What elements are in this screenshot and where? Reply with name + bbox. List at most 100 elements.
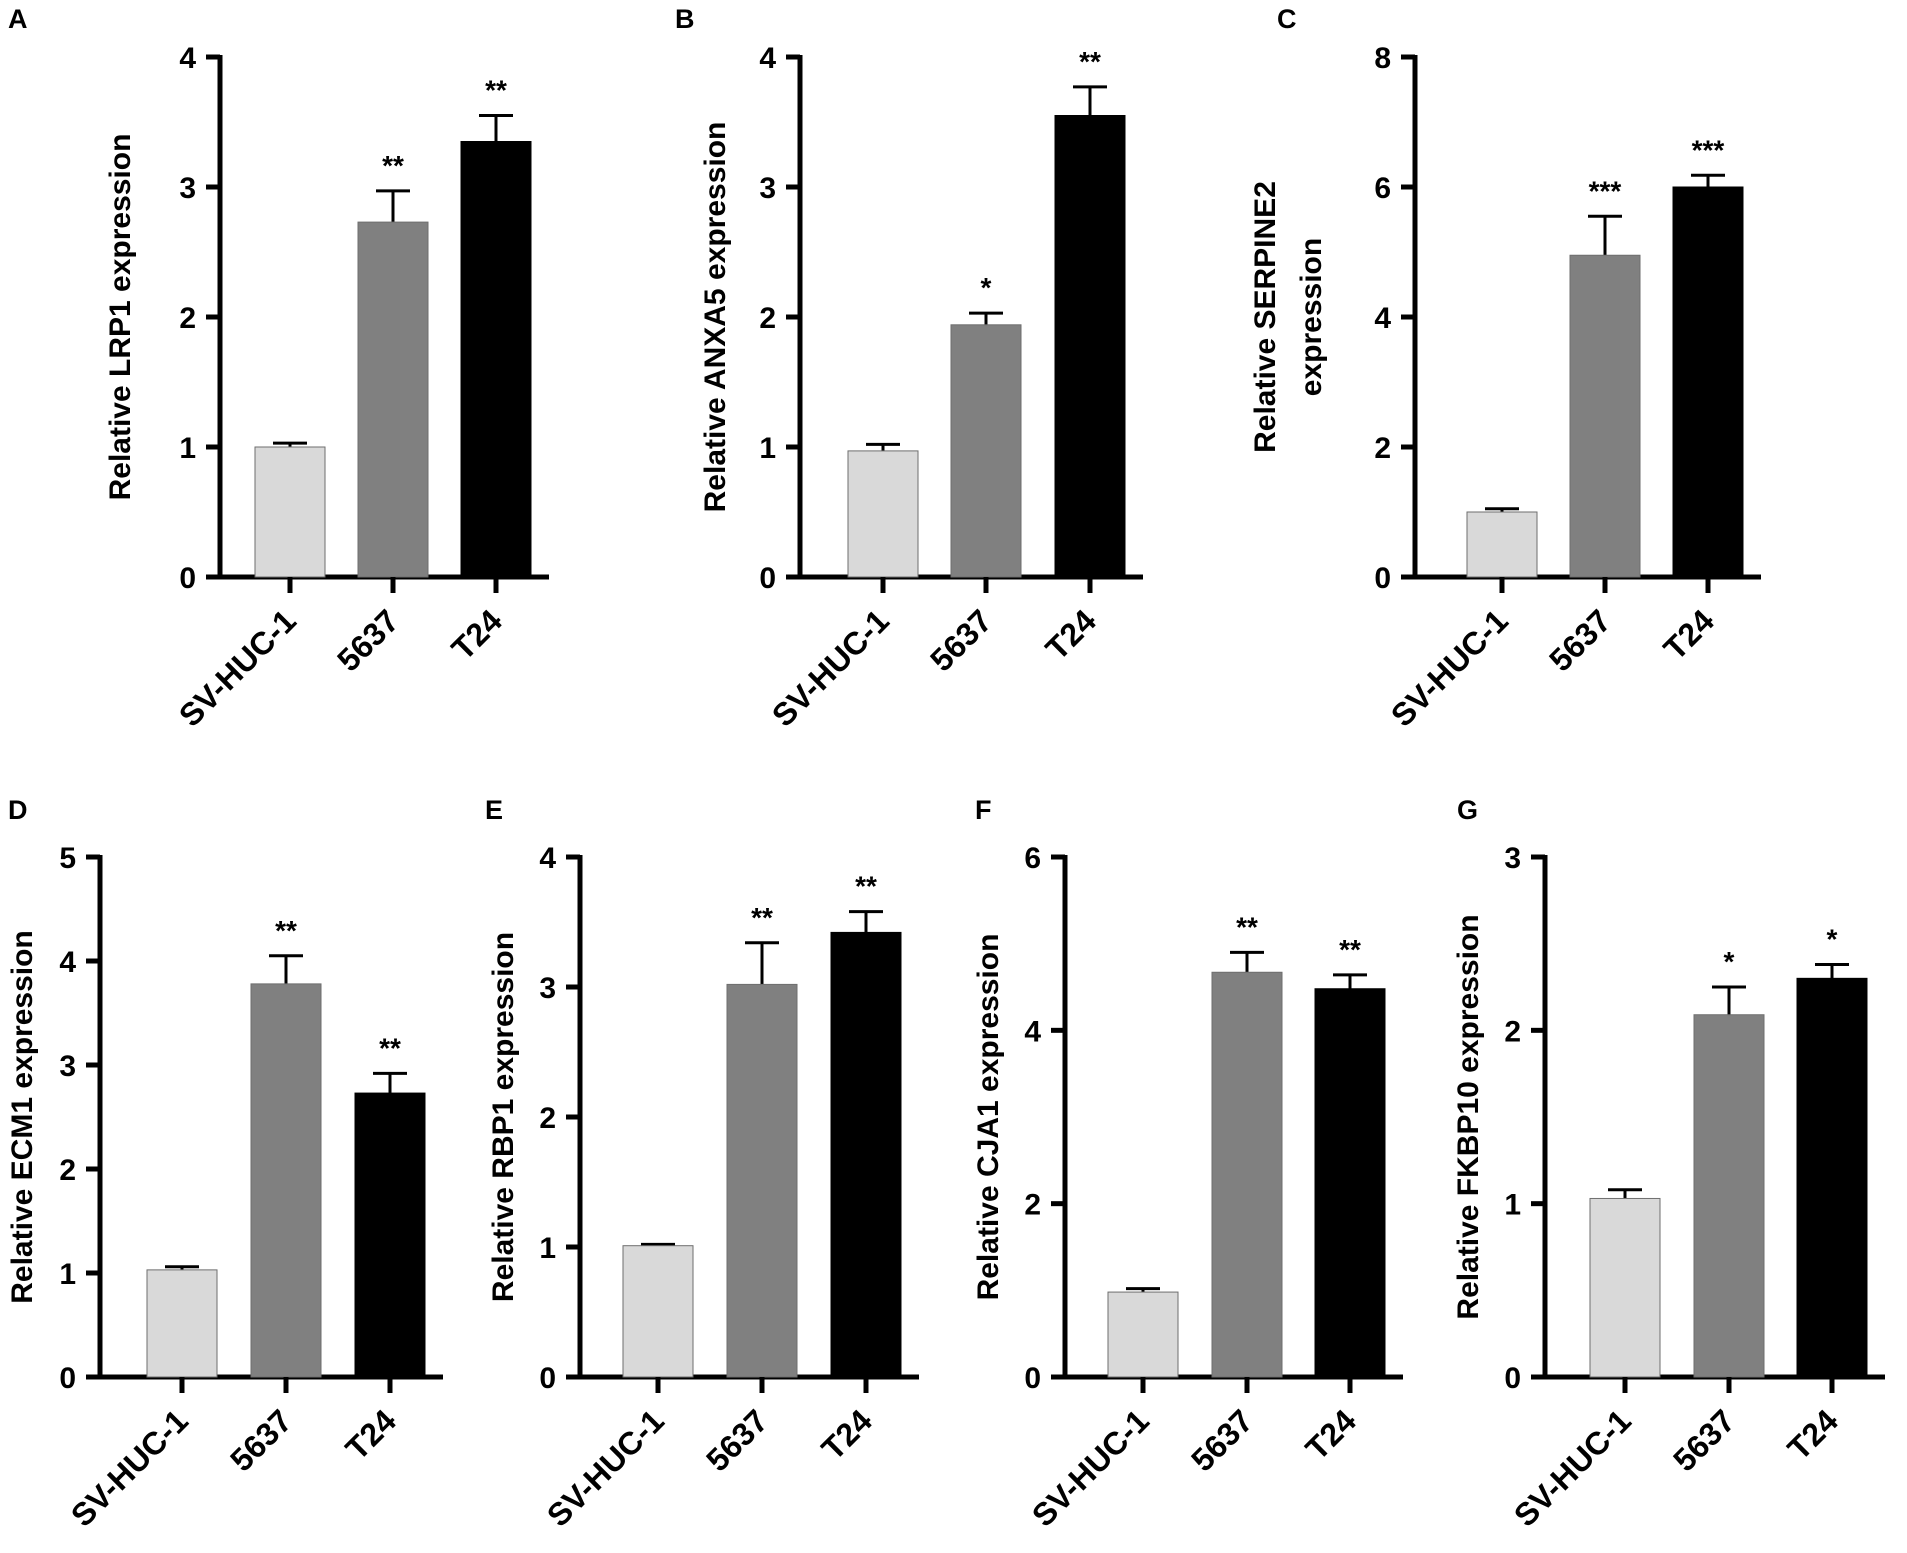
panel-g-bar-sv-huc-1	[1589, 1197, 1661, 1378]
panel-g-category-label-sv-huc-1: SV-HUC-1	[1507, 1402, 1638, 1533]
panel-e-letter: E	[485, 795, 503, 825]
panel-b-y-tick-label-3: 3	[759, 172, 776, 205]
panel-b-y-tick-label-0: 0	[759, 562, 776, 595]
panel-c-y-tick-label-2: 2	[1374, 432, 1391, 465]
panel-c-y-tick-label-0: 0	[1374, 562, 1391, 595]
panel-e-bar-sv-huc-1	[622, 1245, 694, 1378]
panel-a-significance-5637: **	[382, 150, 404, 181]
panel-e-significance-t24: **	[855, 871, 877, 902]
panel-g-y-tick-label-3: 3	[1504, 842, 1521, 875]
panel-g-bar-5637	[1693, 1014, 1765, 1378]
panel-d-category-label-sv-huc-1: SV-HUC-1	[64, 1402, 195, 1533]
panel-a-y-tick-label-2: 2	[179, 302, 196, 335]
panel-c-significance-5637: ***	[1589, 175, 1622, 206]
panel-c-category-label-t24: T24	[1657, 602, 1722, 667]
panel-b-significance-t24: **	[1079, 46, 1101, 77]
panel-f-bar-sv-huc-1	[1107, 1291, 1179, 1378]
panel-c-bar-t24	[1672, 186, 1744, 578]
panel-e-bar-t24	[830, 931, 902, 1378]
panel-a-y-axis-title: Relative LRP1 expression	[104, 134, 137, 501]
panel-g-category-label-5637: 5637	[1666, 1402, 1742, 1478]
panel-a-y-tick-label-1: 1	[179, 432, 196, 465]
panel-c-y-tick-label-6: 6	[1374, 172, 1391, 205]
panel-e-y-tick-label-2: 2	[539, 1102, 556, 1135]
panel-d-bar-sv-huc-1	[146, 1269, 218, 1378]
panel-b-letter: B	[675, 4, 695, 34]
panel-b-y-tick-label-1: 1	[759, 432, 776, 465]
panel-f-y-tick-label-2: 2	[1024, 1189, 1041, 1222]
panel-b-bar-5637	[950, 324, 1022, 578]
panel-e-category-label-sv-huc-1: SV-HUC-1	[540, 1402, 671, 1533]
panel-f-significance-5637: **	[1236, 911, 1258, 942]
panel-f-y-tick-label-4: 4	[1024, 1015, 1041, 1048]
panel-c-y-axis-title: Relative SERPINE2 expression	[1249, 181, 1328, 453]
panel-e-y-tick-label-3: 3	[539, 972, 556, 1005]
panel-d-y-tick-label-1: 1	[59, 1258, 76, 1291]
panel-c-y-tick-label-4: 4	[1374, 302, 1391, 335]
panel-f-category-label-sv-huc-1: SV-HUC-1	[1025, 1402, 1156, 1533]
panel-a-bar-5637	[357, 221, 429, 578]
panel-b-y-axis-title: Relative ANXA5 expression	[699, 122, 732, 513]
panel-c-category-label-5637: 5637	[1542, 602, 1618, 678]
panel-b-y-tick-label-4: 4	[759, 42, 776, 75]
panel-a-category-label-t24: T24	[445, 602, 510, 667]
panel-g-bar-t24	[1796, 977, 1868, 1378]
panel-d-y-axis-title: Relative ECM1 expression	[6, 930, 39, 1304]
panel-a-significance-t24: **	[485, 75, 507, 106]
panel-c-bar-5637	[1569, 254, 1641, 578]
panel-c-y-axis-title-line-1: Relative SERPINE2	[1249, 181, 1282, 453]
panel-g-significance-5637: *	[1724, 946, 1735, 977]
panel-e-y-tick-label-0: 0	[539, 1362, 556, 1395]
panel-d-significance-5637: **	[275, 915, 297, 946]
panel-g-y-tick-label-0: 0	[1504, 1362, 1521, 1395]
panel-a-y-tick-label-4: 4	[179, 42, 196, 75]
panel-c-significance-t24: ***	[1692, 134, 1725, 165]
panel-b-category-label-t24: T24	[1039, 602, 1104, 667]
panel-g-category-label-t24: T24	[1781, 1402, 1846, 1467]
panel-g-significance-t24: *	[1827, 923, 1838, 954]
panel-b-bar-t24	[1054, 115, 1126, 578]
panel-a-y-tick-label-0: 0	[179, 562, 196, 595]
panel-d-y-tick-label-2: 2	[59, 1154, 76, 1187]
panel-g-y-tick-label-2: 2	[1504, 1015, 1521, 1048]
panel-b-category-label-sv-huc-1: SV-HUC-1	[765, 602, 896, 733]
panel-a-category-label-sv-huc-1: SV-HUC-1	[172, 602, 303, 733]
panel-f-y-axis-title: Relative CJA1 expression	[972, 934, 1005, 1301]
panel-c-category-label-sv-huc-1: SV-HUC-1	[1384, 602, 1515, 733]
panel-d-y-tick-label-4: 4	[59, 946, 76, 979]
panel-b-significance-5637: *	[981, 272, 992, 303]
panel-c-y-tick-label-8: 8	[1374, 42, 1391, 75]
panel-e-bar-5637	[726, 983, 798, 1378]
panel-d-significance-t24: **	[379, 1032, 401, 1063]
panel-f-category-label-5637: 5637	[1184, 1402, 1260, 1478]
panel-f-category-label-t24: T24	[1299, 1402, 1364, 1467]
panel-a-y-tick-label-3: 3	[179, 172, 196, 205]
panel-e-y-tick-label-4: 4	[539, 842, 556, 875]
panel-b-y-tick-label-2: 2	[759, 302, 776, 335]
panel-d-category-label-5637: 5637	[223, 1402, 299, 1478]
panel-a-letter: A	[8, 4, 28, 34]
panel-f-y-tick-label-6: 6	[1024, 842, 1041, 875]
panel-c-bar-sv-huc-1	[1466, 511, 1538, 578]
panel-e-significance-5637: **	[751, 902, 773, 933]
panel-d-y-tick-label-5: 5	[59, 842, 76, 875]
panel-b-bar-sv-huc-1	[847, 450, 919, 578]
panel-e-category-label-t24: T24	[815, 1402, 880, 1467]
panel-f-y-tick-label-0: 0	[1024, 1362, 1041, 1395]
panel-b-category-label-5637: 5637	[923, 602, 999, 678]
panel-c-letter: C	[1277, 4, 1297, 34]
panel-f-bar-t24	[1314, 988, 1386, 1378]
panel-g-y-axis-title: Relative FKBP10 expression	[1452, 914, 1485, 1319]
panel-f-letter: F	[975, 795, 992, 825]
panel-a-category-label-5637: 5637	[330, 602, 406, 678]
panel-f-bar-5637	[1211, 971, 1283, 1378]
panel-c-y-axis-title-line-2: expression	[1295, 238, 1328, 396]
panel-e-y-tick-label-1: 1	[539, 1232, 556, 1265]
panel-d-y-tick-label-3: 3	[59, 1050, 76, 1083]
panel-e-y-axis-title: Relative RBP1 expression	[487, 932, 520, 1302]
panel-d-bar-5637	[250, 983, 322, 1378]
panel-d-letter: D	[8, 795, 28, 825]
panel-d-bar-t24	[354, 1092, 426, 1378]
panel-g-letter: G	[1457, 795, 1478, 825]
